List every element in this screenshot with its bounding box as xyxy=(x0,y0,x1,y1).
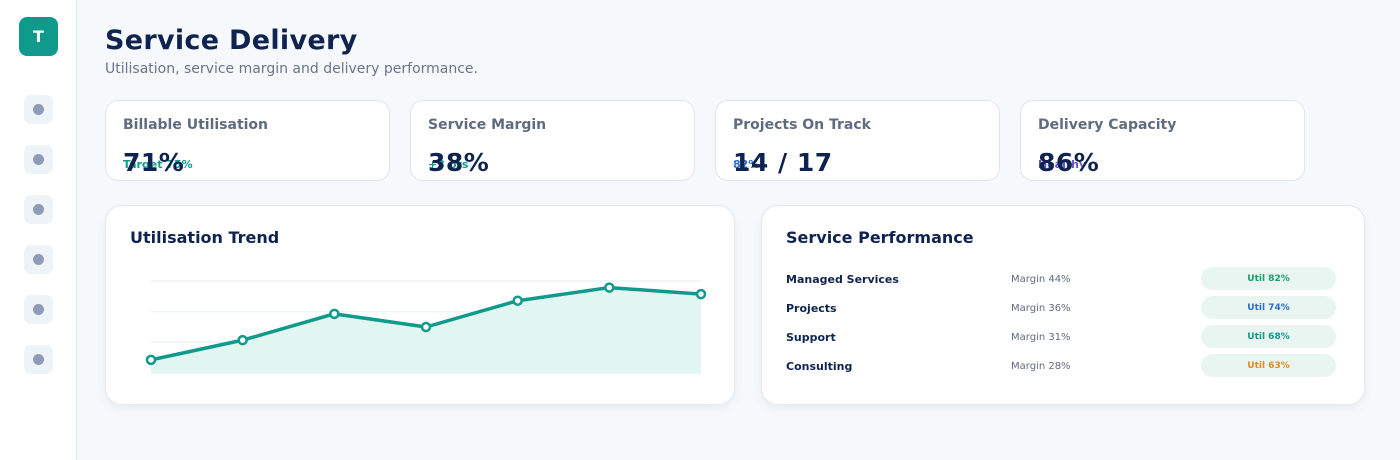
kpi-sub: +3 pts xyxy=(428,158,469,171)
page-subtitle: Utilisation, service margin and delivery… xyxy=(105,61,478,77)
nav-item-3[interactable] xyxy=(24,195,53,224)
service-name: Projects xyxy=(786,302,837,315)
card-title: Service Performance xyxy=(786,228,974,247)
service-row[interactable]: Managed Services Margin 44% Util 82% xyxy=(786,267,1364,290)
service-margin: Margin 31% xyxy=(1011,332,1071,343)
service-row[interactable]: Projects Margin 36% Util 74% xyxy=(786,296,1364,319)
card-title: Utilisation Trend xyxy=(130,228,280,247)
service-name: Consulting xyxy=(786,360,853,373)
nav-dot-icon xyxy=(33,154,44,165)
kpi-label: Service Margin xyxy=(428,117,547,133)
kpi-card-projects[interactable]: Projects On Track 82% 14 / 17 xyxy=(715,100,1000,181)
kpi-sub: 82% xyxy=(733,158,760,171)
util-badge: Util 74% xyxy=(1201,296,1336,319)
nav-dot-icon xyxy=(33,104,44,115)
sidebar: T xyxy=(0,0,77,460)
trend-point xyxy=(145,354,157,366)
util-badge: Util 82% xyxy=(1201,267,1336,290)
page-title: Service Delivery xyxy=(105,25,358,56)
kpi-sub: Healthy xyxy=(1038,158,1087,171)
nav-item-2[interactable] xyxy=(24,145,53,174)
service-row[interactable]: Consulting Margin 28% Util 63% xyxy=(786,354,1364,377)
trend-point xyxy=(329,308,340,320)
nav-item-4[interactable] xyxy=(24,245,53,274)
service-margin: Margin 28% xyxy=(1011,361,1071,372)
trend-point xyxy=(695,288,707,300)
utilisation-trend-card: Utilisation Trend xyxy=(105,205,735,405)
util-badge: Util 68% xyxy=(1201,325,1336,348)
service-name: Managed Services xyxy=(786,273,899,286)
service-margin: Margin 36% xyxy=(1011,303,1071,314)
kpi-value: 14 / 17 xyxy=(733,148,833,177)
app-logo[interactable]: T xyxy=(19,17,58,56)
kpi-card-utilisation[interactable]: Billable Utilisation Target 75% 71% xyxy=(105,100,390,181)
trend-point xyxy=(420,321,432,333)
service-margin: Margin 44% xyxy=(1011,274,1071,285)
kpi-card-capacity[interactable]: Delivery Capacity Healthy 86% xyxy=(1020,100,1305,181)
kpi-value: 38% xyxy=(428,148,490,177)
service-row[interactable]: Support Margin 31% Util 68% xyxy=(786,325,1364,348)
nav-item-5[interactable] xyxy=(24,295,53,324)
nav-dot-icon xyxy=(33,254,44,265)
service-performance-card: Service Performance Managed Services Mar… xyxy=(761,205,1365,405)
nav-item-1[interactable] xyxy=(24,95,53,124)
kpi-value: 86% xyxy=(1038,148,1100,177)
nav-dot-icon xyxy=(33,304,44,315)
trend-point xyxy=(237,334,248,346)
trend-point xyxy=(604,282,615,293)
trend-point xyxy=(512,295,523,306)
kpi-label: Billable Utilisation xyxy=(123,117,269,133)
utilisation-trend-chart xyxy=(145,280,707,374)
kpi-sub: Target 75% xyxy=(123,158,193,171)
kpi-label: Delivery Capacity xyxy=(1038,117,1177,133)
kpi-label: Projects On Track xyxy=(733,117,871,133)
nav-dot-icon xyxy=(33,204,44,215)
nav-item-6[interactable] xyxy=(24,345,53,374)
nav-dot-icon xyxy=(33,354,44,365)
util-badge: Util 63% xyxy=(1201,354,1336,377)
kpi-card-margin[interactable]: Service Margin +3 pts 38% xyxy=(410,100,695,181)
service-name: Support xyxy=(786,331,836,344)
kpi-value: 71% xyxy=(123,148,185,177)
